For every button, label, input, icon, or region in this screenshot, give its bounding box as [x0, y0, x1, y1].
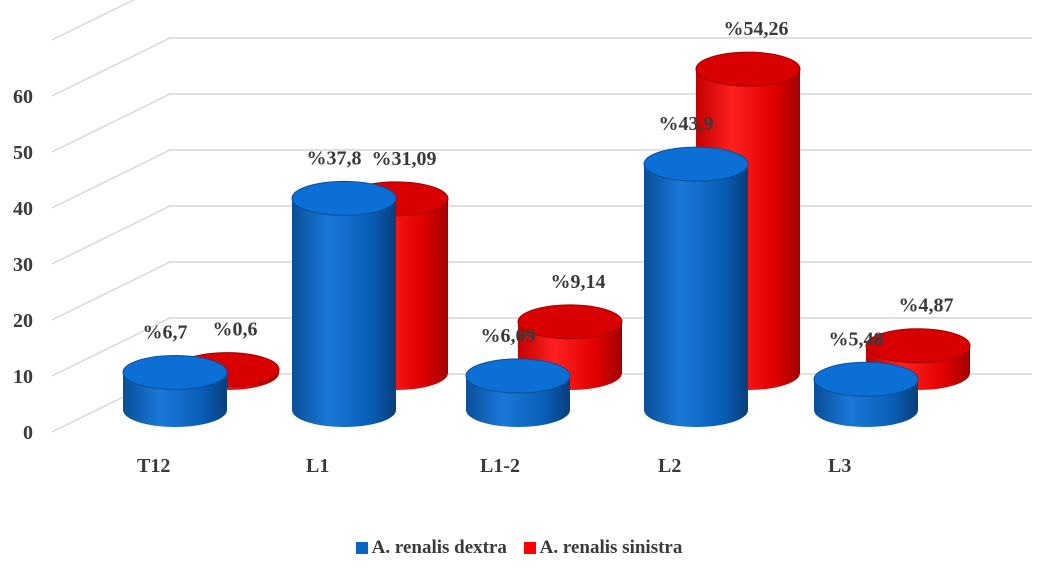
gridline: [51, 149, 1032, 209]
data-label: %9,14: [551, 271, 606, 293]
y-axis-ticks: 0 10 20 30 40 50 60: [13, 86, 33, 444]
bar-body: [292, 198, 396, 427]
bar: [122, 354, 228, 427]
data-label: %37,8: [307, 147, 362, 169]
data-label: %31,09: [372, 148, 437, 170]
bars: [122, 51, 971, 427]
legend-label-dextra: A. renalis dextra: [371, 537, 507, 558]
y-tick-label: 60: [13, 86, 33, 108]
y-tick-label: 40: [13, 198, 33, 220]
x-tick-label: T12: [137, 455, 170, 477]
data-label: %43,9: [659, 113, 714, 135]
data-label: %0,6: [213, 319, 258, 341]
y-tick-label: 50: [13, 142, 33, 164]
data-label: %54,26: [724, 18, 789, 40]
legend-item-sinistra: A. renalis sinistra: [523, 537, 683, 559]
gridlines: [51, 0, 1032, 433]
bar-top: [643, 146, 749, 182]
bar-top: [517, 304, 623, 340]
x-tick-label: L1-2: [480, 455, 520, 477]
data-label: %4,87: [899, 295, 954, 317]
bar-top: [465, 358, 571, 394]
y-tick-label: 10: [13, 366, 33, 388]
bar: [291, 180, 397, 427]
legend-swatch-dextra: [355, 542, 368, 554]
bar-top: [695, 51, 801, 87]
gridline: [51, 205, 1032, 265]
x-tick-label: L2: [658, 455, 681, 477]
legend-swatch-sinistra: [523, 542, 536, 554]
gridline: [51, 93, 1032, 153]
legend: A. renalis dextra A. renalis sinistra: [0, 537, 1038, 560]
data-label: %6,7: [143, 321, 188, 343]
bar-top: [122, 354, 228, 390]
bar-body: [644, 164, 748, 427]
bar: [813, 361, 919, 427]
y-tick-label: 20: [13, 310, 33, 332]
legend-item-dextra: A. renalis dextra: [355, 537, 507, 559]
gridline: [51, 0, 135, 41]
gridline: [51, 37, 1032, 97]
bar: [465, 358, 571, 427]
bar-top: [291, 180, 397, 216]
bar-top: [813, 361, 919, 397]
data-label: %6,09: [481, 325, 536, 347]
plot-area: 0 10 20 30 40 50 60 %0,6 %6,7 %31,09 %37,8 %9,14 %6…: [13, 0, 1032, 477]
legend-label-sinistra: A. renalis sinistra: [539, 537, 683, 558]
x-tick-label: L3: [828, 455, 851, 477]
x-tick-label: L1: [306, 455, 329, 477]
y-tick-label: 30: [13, 254, 33, 276]
x-axis-ticks: T12 L1 L1-2 L2 L3: [137, 455, 851, 477]
data-label: %5,48: [829, 328, 884, 350]
data-labels: %0,6 %6,7 %31,09 %37,8 %9,14 %6,09 %54,26 %43,9…: [143, 18, 954, 350]
bar: [643, 146, 749, 427]
y-tick-label: 0: [23, 422, 33, 444]
bar-top: [865, 328, 971, 364]
